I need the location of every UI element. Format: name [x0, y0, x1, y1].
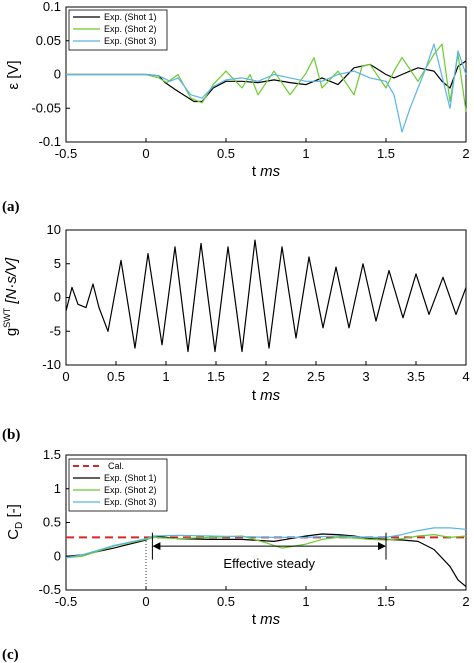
x-tick-label: 2 [462, 594, 469, 609]
y-tick-label: -0.5 [39, 582, 61, 597]
x-tick-label: 1 [162, 369, 169, 384]
panel-a-legend-label-shot-3: Exp. (Shot 3) [104, 36, 157, 46]
y-tick-label: 1.5 [43, 447, 61, 462]
x-tick-label: -0.5 [55, 146, 77, 161]
panel-b-plot-frame [65, 229, 467, 366]
y-tick-label: -0.05 [31, 100, 61, 115]
x-tick-label: 1.5 [207, 369, 225, 384]
x-tick-label: 1.5 [377, 146, 395, 161]
panel-c-legend-label-shot-2: Exp. (Shot 2) [104, 485, 157, 495]
panel-b-letter: (b) [2, 427, 20, 443]
series-line-exp-shot-1 [66, 60, 467, 103]
series-line-signal [65, 239, 467, 353]
x-tick-label: 2.5 [307, 369, 325, 384]
x-tick-label: 2 [262, 369, 269, 384]
x-tick-label: 0.5 [217, 146, 235, 161]
panel-a-x-label: t ms [252, 163, 281, 180]
x-tick-label: 1 [302, 594, 309, 609]
panel-a-series-lines [66, 43, 467, 133]
series-line-exp-shot-3 [65, 527, 467, 559]
panel-a: -0.1 -0.05 0 0.05 0.1 -0.5 0 0.5 1 1.5 2 ε [V] t … [2, 0, 470, 215]
panel-c-legend-label-cal: Cal. [108, 461, 124, 471]
panel-b-y-ticks: -10 -5 0 5 10 [42, 222, 70, 372]
x-tick-label: 3 [362, 369, 369, 384]
panel-c: -0.5 0 0.5 1 1.5 -0.5 0 0.5 1 1.5 2 Effective ste… [2, 447, 470, 663]
panel-a-legend: Exp. (Shot 1) Exp. (Shot 2) Exp. (Shot 3… [68, 9, 168, 51]
panel-a-letter: (a) [2, 199, 20, 215]
panel-c-letter: (c) [2, 647, 19, 663]
series-line-exp-shot-3 [66, 43, 467, 133]
panel-c-effective-steady-annotation: Effective steady [151, 532, 387, 571]
panel-c-series-lines [65, 527, 467, 588]
panel-c-legend: Cal. Exp. (Shot 1) Exp. (Shot 2) Exp. (S… [68, 458, 168, 512]
y-tick-label: 0 [54, 290, 61, 305]
panel-b-x-label: t ms [252, 387, 281, 404]
x-tick-label: 1.5 [377, 594, 395, 609]
x-tick-label: 3.5 [407, 369, 425, 384]
y-tick-label: 0.5 [43, 515, 61, 530]
y-tick-label: 0.05 [36, 33, 61, 48]
y-tick-label: 0 [54, 67, 61, 82]
x-tick-label: 0.5 [217, 594, 235, 609]
panel-c-legend-label-shot-3: Exp. (Shot 3) [104, 497, 157, 507]
x-tick-label: 0.5 [107, 369, 125, 384]
panel-b: -10 -5 0 5 10 0 0.5 1 1.5 2 2.5 3 3.5 4 gSWT [N·s/V]… [2, 222, 470, 443]
y-tick-label: 0.1 [43, 0, 61, 14]
y-tick-label: 1 [54, 481, 61, 496]
x-tick-label: -0.5 [55, 594, 77, 609]
panel-c-x-label: t ms [252, 611, 281, 628]
y-tick-label: 5 [54, 256, 61, 271]
panel-c-y-label: CD [-] [5, 504, 25, 540]
x-tick-label: 0 [142, 594, 149, 609]
y-tick-label: 0 [54, 548, 61, 563]
panel-c-x-ticks: -0.5 0 0.5 1 1.5 2 [55, 586, 470, 609]
x-tick-label: 1 [302, 146, 309, 161]
x-tick-label: 2 [462, 146, 469, 161]
y-tick-label: -5 [49, 323, 61, 338]
panel-a-legend-label-shot-1: Exp. (Shot 1) [104, 12, 157, 22]
series-line-exp-shot-2 [66, 43, 467, 112]
annotation-label: Effective steady [223, 556, 315, 571]
panel-c-legend-label-shot-1: Exp. (Shot 1) [104, 473, 157, 483]
panel-b-y-label: gSWT [N·s/V] [2, 257, 20, 336]
x-tick-label: 0 [142, 146, 149, 161]
y-tick-label: -10 [42, 357, 61, 372]
panel-a-x-ticks: -0.5 0 0.5 1 1.5 2 [55, 138, 470, 161]
x-tick-label: 0 [62, 369, 69, 384]
panel-a-legend-label-shot-2: Exp. (Shot 2) [104, 24, 157, 34]
panel-b-series-lines [65, 239, 467, 353]
panel-b-x-ticks: 0 0.5 1 1.5 2 2.5 3 3.5 4 [62, 361, 470, 384]
y-tick-label: 10 [47, 222, 61, 237]
y-tick-label: -0.1 [39, 134, 61, 149]
x-tick-label: 4 [462, 369, 469, 384]
panel-a-y-label: ε [V] [5, 60, 22, 89]
panel-c-y-ticks: -0.5 0 0.5 1 1.5 [39, 447, 70, 597]
panel-a-y-ticks: -0.1 -0.05 0 0.05 0.1 [31, 0, 70, 149]
